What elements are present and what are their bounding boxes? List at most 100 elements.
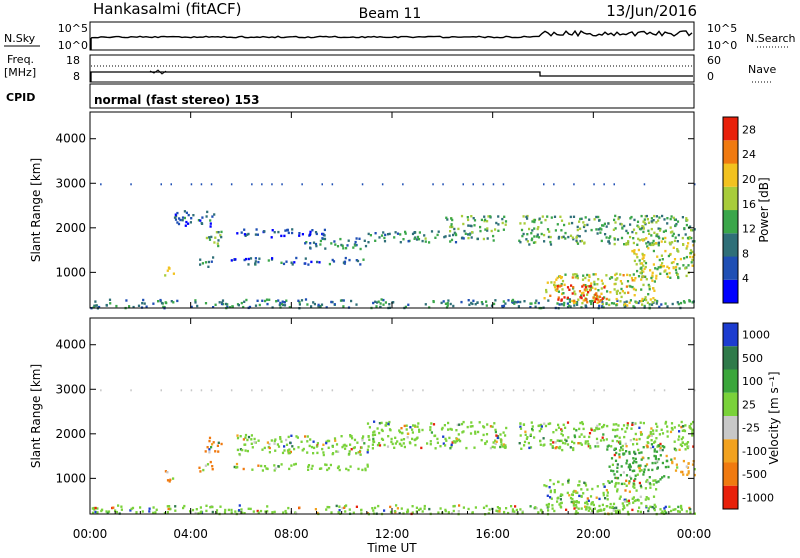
echo-cell: [632, 237, 635, 240]
echo-cell: [582, 274, 585, 277]
echo-cell: [559, 275, 562, 278]
echo-cell: [642, 227, 645, 230]
echo-cell: [657, 266, 660, 269]
echo-cell: [644, 275, 647, 278]
echo-cell: [496, 436, 499, 440]
echo-cell: [581, 421, 584, 424]
echo-cell: [603, 423, 606, 427]
echo-cell: [660, 428, 663, 431]
echo-cell: [504, 445, 507, 449]
echo-cell: [566, 296, 569, 299]
echo-cell: [101, 508, 104, 511]
colorbar-tick-label: 28: [742, 123, 756, 136]
echo-cell: [167, 266, 170, 269]
echo-cell: [254, 262, 257, 265]
echo-cell: [661, 476, 664, 479]
echo-cell: [591, 286, 594, 289]
echo-cell: [589, 300, 592, 303]
nsky-trace: [90, 29, 693, 39]
echo-cell: [406, 510, 410, 513]
echo-cell: [561, 292, 564, 296]
echo-cell: [285, 512, 288, 515]
echo-cell: [646, 478, 649, 482]
echo-cell: [652, 483, 655, 486]
echo-cell: [611, 428, 615, 432]
echo-cell: [611, 463, 614, 466]
echo-cell: [587, 499, 590, 502]
colorbar-tick-label: 16: [742, 198, 756, 211]
echo-cell: [637, 301, 640, 305]
echo-cell: [247, 507, 250, 510]
echo-cell: [691, 264, 694, 267]
echo-cell: [418, 430, 421, 433]
echo-cell: [200, 222, 203, 225]
echo-cell: [291, 231, 294, 235]
echo-cell: [325, 463, 328, 467]
echo-cell: [263, 465, 267, 468]
echo-cell: [483, 219, 486, 223]
echo-cell: [399, 442, 402, 446]
echo-cell: [117, 504, 120, 507]
echo-cell: [337, 450, 340, 453]
echo-cell: [453, 227, 456, 231]
echo-cell: [684, 233, 687, 236]
echo-cell: [327, 467, 331, 470]
echo-cell: [661, 445, 664, 448]
echo-cell: [674, 268, 678, 272]
echo-cell: [316, 451, 319, 455]
echo-cell: [612, 423, 615, 426]
echo-cell: [665, 511, 668, 514]
echo-cell: [194, 299, 197, 302]
echo-cell: [689, 249, 693, 252]
echo-cell: [564, 438, 567, 441]
echo-cell: [639, 271, 642, 274]
echo-cell: [675, 223, 678, 226]
echo-cell: [295, 435, 298, 438]
echo-cell: [205, 504, 208, 507]
echo-cell: [569, 234, 573, 237]
echo-cell: [164, 274, 167, 277]
scatter-dot: [160, 389, 162, 392]
echo-cell: [650, 443, 653, 446]
echo-cell: [601, 436, 604, 439]
echo-cell: [216, 444, 219, 447]
echo-cell: [680, 504, 683, 508]
echo-cell: [611, 439, 614, 443]
echo-cell: [461, 431, 464, 434]
echo-cell: [600, 299, 603, 302]
echo-cell: [640, 269, 643, 272]
echo-cell: [674, 469, 678, 472]
echo-cell: [638, 469, 641, 473]
echo-cell: [450, 428, 453, 431]
echo-cell: [187, 213, 190, 217]
echo-cell: [640, 288, 643, 291]
echo-cell: [629, 465, 632, 468]
scatter-dot: [251, 389, 253, 392]
echo-cell: [682, 243, 685, 246]
echo-cell: [467, 233, 470, 236]
echo-cell: [449, 230, 452, 233]
echo-cell: [595, 496, 598, 499]
echo-cell: [114, 509, 117, 512]
colorbar-tick-label: 8: [742, 247, 749, 260]
echo-cell: [387, 435, 390, 438]
echo-cell: [340, 243, 343, 247]
echo-cell: [563, 296, 566, 299]
echo-cell: [323, 234, 326, 237]
echo-cell: [362, 435, 365, 438]
echo-cell: [616, 476, 620, 480]
echo-cell: [680, 508, 683, 511]
echo-cell: [511, 508, 514, 511]
echo-cell: [482, 433, 485, 437]
echo-cell: [411, 428, 414, 431]
echo-cell: [250, 442, 253, 445]
echo-cell: [575, 429, 578, 432]
echo-cell: [677, 510, 680, 513]
echo-cell: [409, 442, 412, 445]
echo-cell: [474, 506, 477, 509]
echo-cell: [631, 508, 634, 512]
echo-cell: [531, 425, 534, 428]
echo-cell: [646, 245, 649, 248]
scatter-dot: [331, 183, 334, 186]
echo-cell: [650, 227, 653, 231]
